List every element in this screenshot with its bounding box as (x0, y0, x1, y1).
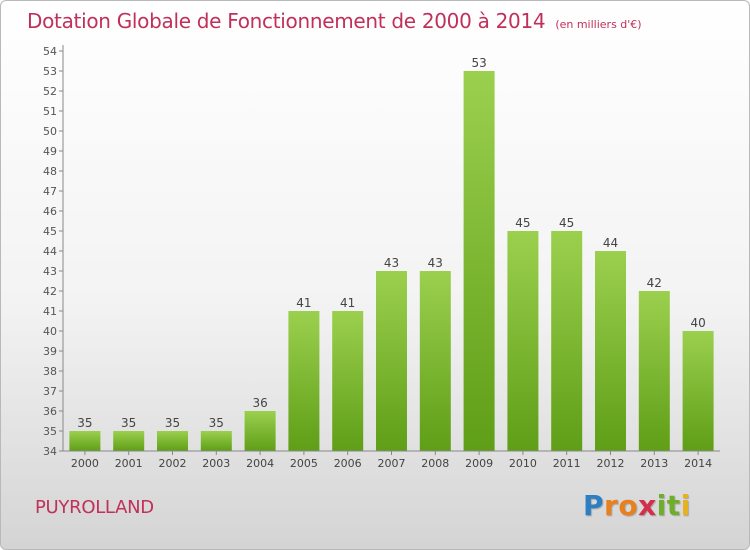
x-tick-label: 2006 (334, 457, 362, 470)
bar-2010 (507, 231, 539, 451)
y-tick-label: 36 (43, 405, 57, 418)
bar-2003 (200, 431, 232, 451)
x-tick-label: 2013 (640, 457, 668, 470)
y-tick-label: 39 (43, 345, 57, 358)
x-tick-label: 2002 (159, 457, 187, 470)
y-tick-label: 47 (43, 185, 57, 198)
logo-letter: i (680, 489, 691, 522)
y-tick-label: 42 (43, 285, 57, 298)
x-tick-label: 2003 (202, 457, 230, 470)
x-tick-label: 2005 (290, 457, 318, 470)
x-tick-label: 2011 (553, 457, 581, 470)
y-tick-label: 45 (43, 225, 57, 238)
x-tick-label: 2012 (597, 457, 625, 470)
y-tick-label: 46 (43, 205, 57, 218)
logo-letter: x (638, 489, 657, 522)
bar-value-label: 43 (428, 256, 443, 270)
bar-value-label: 45 (559, 216, 574, 230)
y-tick-label: 35 (43, 425, 57, 438)
axes-layer: 34 35 36 37 38 39 40 41 42 43 44 45 46 47 48 49 50 51 52 53… (43, 45, 720, 470)
bar-2000 (69, 431, 101, 451)
bar-2014 (682, 331, 714, 451)
bar-value-label: 44 (603, 236, 618, 250)
bar-value-label: 42 (647, 276, 662, 290)
bar-2007 (376, 271, 407, 451)
y-tick-label: 48 (43, 165, 57, 178)
chart-subtitle: (en milliers d'€) (555, 18, 642, 31)
bar-value-label: 35 (77, 416, 92, 430)
bar-value-label: 41 (296, 296, 311, 310)
bar-value-label: 35 (165, 416, 180, 430)
bar-value-label: 53 (471, 56, 486, 70)
logo-letter: t (666, 489, 681, 522)
bar-value-label: 35 (121, 416, 136, 430)
x-tick-label: 2008 (421, 457, 449, 470)
logo-letter: r (604, 489, 619, 522)
proxiti-logo: Proxiti (583, 489, 691, 522)
y-tick-label: 52 (43, 85, 57, 98)
x-tick-label: 2009 (465, 457, 493, 470)
y-tick-label: 53 (43, 65, 57, 78)
y-tick-label: 38 (43, 365, 57, 378)
y-tick-label: 37 (43, 385, 57, 398)
bar-2005 (288, 311, 320, 451)
y-tick-label: 41 (43, 305, 57, 318)
bar-2006 (332, 311, 364, 451)
x-tick-label: 2007 (378, 457, 406, 470)
bar-2002 (157, 431, 188, 451)
bar-value-label: 43 (384, 256, 399, 270)
bar-2008 (419, 271, 451, 451)
bar-2004 (244, 411, 276, 451)
bar-value-label: 45 (515, 216, 530, 230)
y-tick-label: 43 (43, 265, 57, 278)
y-tick-label: 54 (43, 45, 57, 58)
bar-value-label: 35 (209, 416, 224, 430)
y-tick-label: 40 (43, 325, 57, 338)
logo-letter: P (583, 489, 605, 522)
logo-letter: i (656, 489, 667, 522)
x-tick-label: 2010 (509, 457, 537, 470)
bar-2013 (638, 291, 670, 451)
x-tick-label: 2001 (115, 457, 143, 470)
bar-2001 (113, 431, 145, 451)
bar-value-label: 36 (252, 396, 267, 410)
bar-2012 (595, 251, 626, 451)
y-tick-label: 51 (43, 105, 57, 118)
y-tick-label: 49 (43, 145, 57, 158)
x-tick-label: 2000 (71, 457, 99, 470)
bar-2009 (463, 71, 495, 451)
logo-letter: o (618, 489, 639, 522)
bar-value-label: 40 (690, 316, 705, 330)
bar-value-label: 41 (340, 296, 355, 310)
chart-title-text: Dotation Globale de Fonctionnement de 20… (27, 9, 546, 33)
commune-name: PUYROLLAND (35, 497, 154, 518)
x-tick-label: 2014 (684, 457, 712, 470)
y-tick-label: 44 (43, 245, 57, 258)
bar-2011 (551, 231, 583, 451)
x-tick-label: 2004 (246, 457, 274, 470)
chart-title: Dotation Globale de Fonctionnement de 20… (27, 9, 642, 33)
bars-layer: 35 35 35 35 36 41 41 43 43 53 45 45 44 42 40 (69, 56, 714, 451)
y-tick-label: 34 (43, 445, 57, 458)
y-tick-label: 50 (43, 125, 57, 138)
